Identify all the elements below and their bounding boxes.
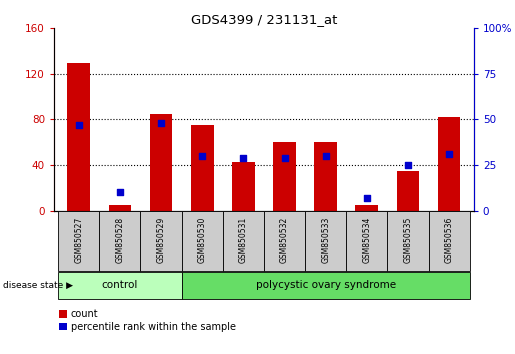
Bar xyxy=(428,211,470,271)
Text: disease state ▶: disease state ▶ xyxy=(3,281,73,290)
Point xyxy=(363,195,371,201)
Bar xyxy=(182,272,470,299)
Bar xyxy=(397,171,419,211)
Text: GSM850532: GSM850532 xyxy=(280,217,289,263)
Point xyxy=(404,162,412,168)
Bar xyxy=(191,125,214,211)
Title: GDS4399 / 231131_at: GDS4399 / 231131_at xyxy=(191,13,337,26)
Bar xyxy=(346,211,387,271)
Bar xyxy=(141,211,182,271)
Bar xyxy=(355,205,378,211)
Text: GSM850531: GSM850531 xyxy=(239,217,248,263)
Bar xyxy=(58,211,99,271)
Text: GSM850527: GSM850527 xyxy=(74,217,83,263)
Text: GSM850529: GSM850529 xyxy=(157,217,165,263)
Point xyxy=(75,122,83,128)
Bar xyxy=(264,211,305,271)
Text: GSM850533: GSM850533 xyxy=(321,217,330,263)
Point xyxy=(280,155,288,161)
Bar xyxy=(99,211,141,271)
Point xyxy=(239,155,248,161)
Bar xyxy=(223,211,264,271)
Text: polycystic ovary syndrome: polycystic ovary syndrome xyxy=(255,280,396,290)
Point xyxy=(321,153,330,159)
Point xyxy=(116,190,124,195)
Bar xyxy=(387,211,428,271)
Bar xyxy=(150,114,173,211)
Bar xyxy=(182,211,223,271)
Bar xyxy=(314,142,337,211)
Text: control: control xyxy=(102,280,138,290)
Point xyxy=(445,151,453,157)
Text: GSM850534: GSM850534 xyxy=(363,217,371,263)
Legend: count, percentile rank within the sample: count, percentile rank within the sample xyxy=(59,309,235,332)
Bar xyxy=(58,272,182,299)
Point xyxy=(157,120,165,126)
Bar xyxy=(109,205,131,211)
Bar xyxy=(305,211,346,271)
Text: GSM850528: GSM850528 xyxy=(115,217,125,263)
Bar xyxy=(67,63,90,211)
Point xyxy=(198,153,207,159)
Text: GSM850536: GSM850536 xyxy=(444,217,454,263)
Text: GSM850530: GSM850530 xyxy=(198,217,207,263)
Bar xyxy=(273,142,296,211)
Text: GSM850535: GSM850535 xyxy=(403,217,413,263)
Bar xyxy=(438,117,460,211)
Bar xyxy=(232,162,255,211)
